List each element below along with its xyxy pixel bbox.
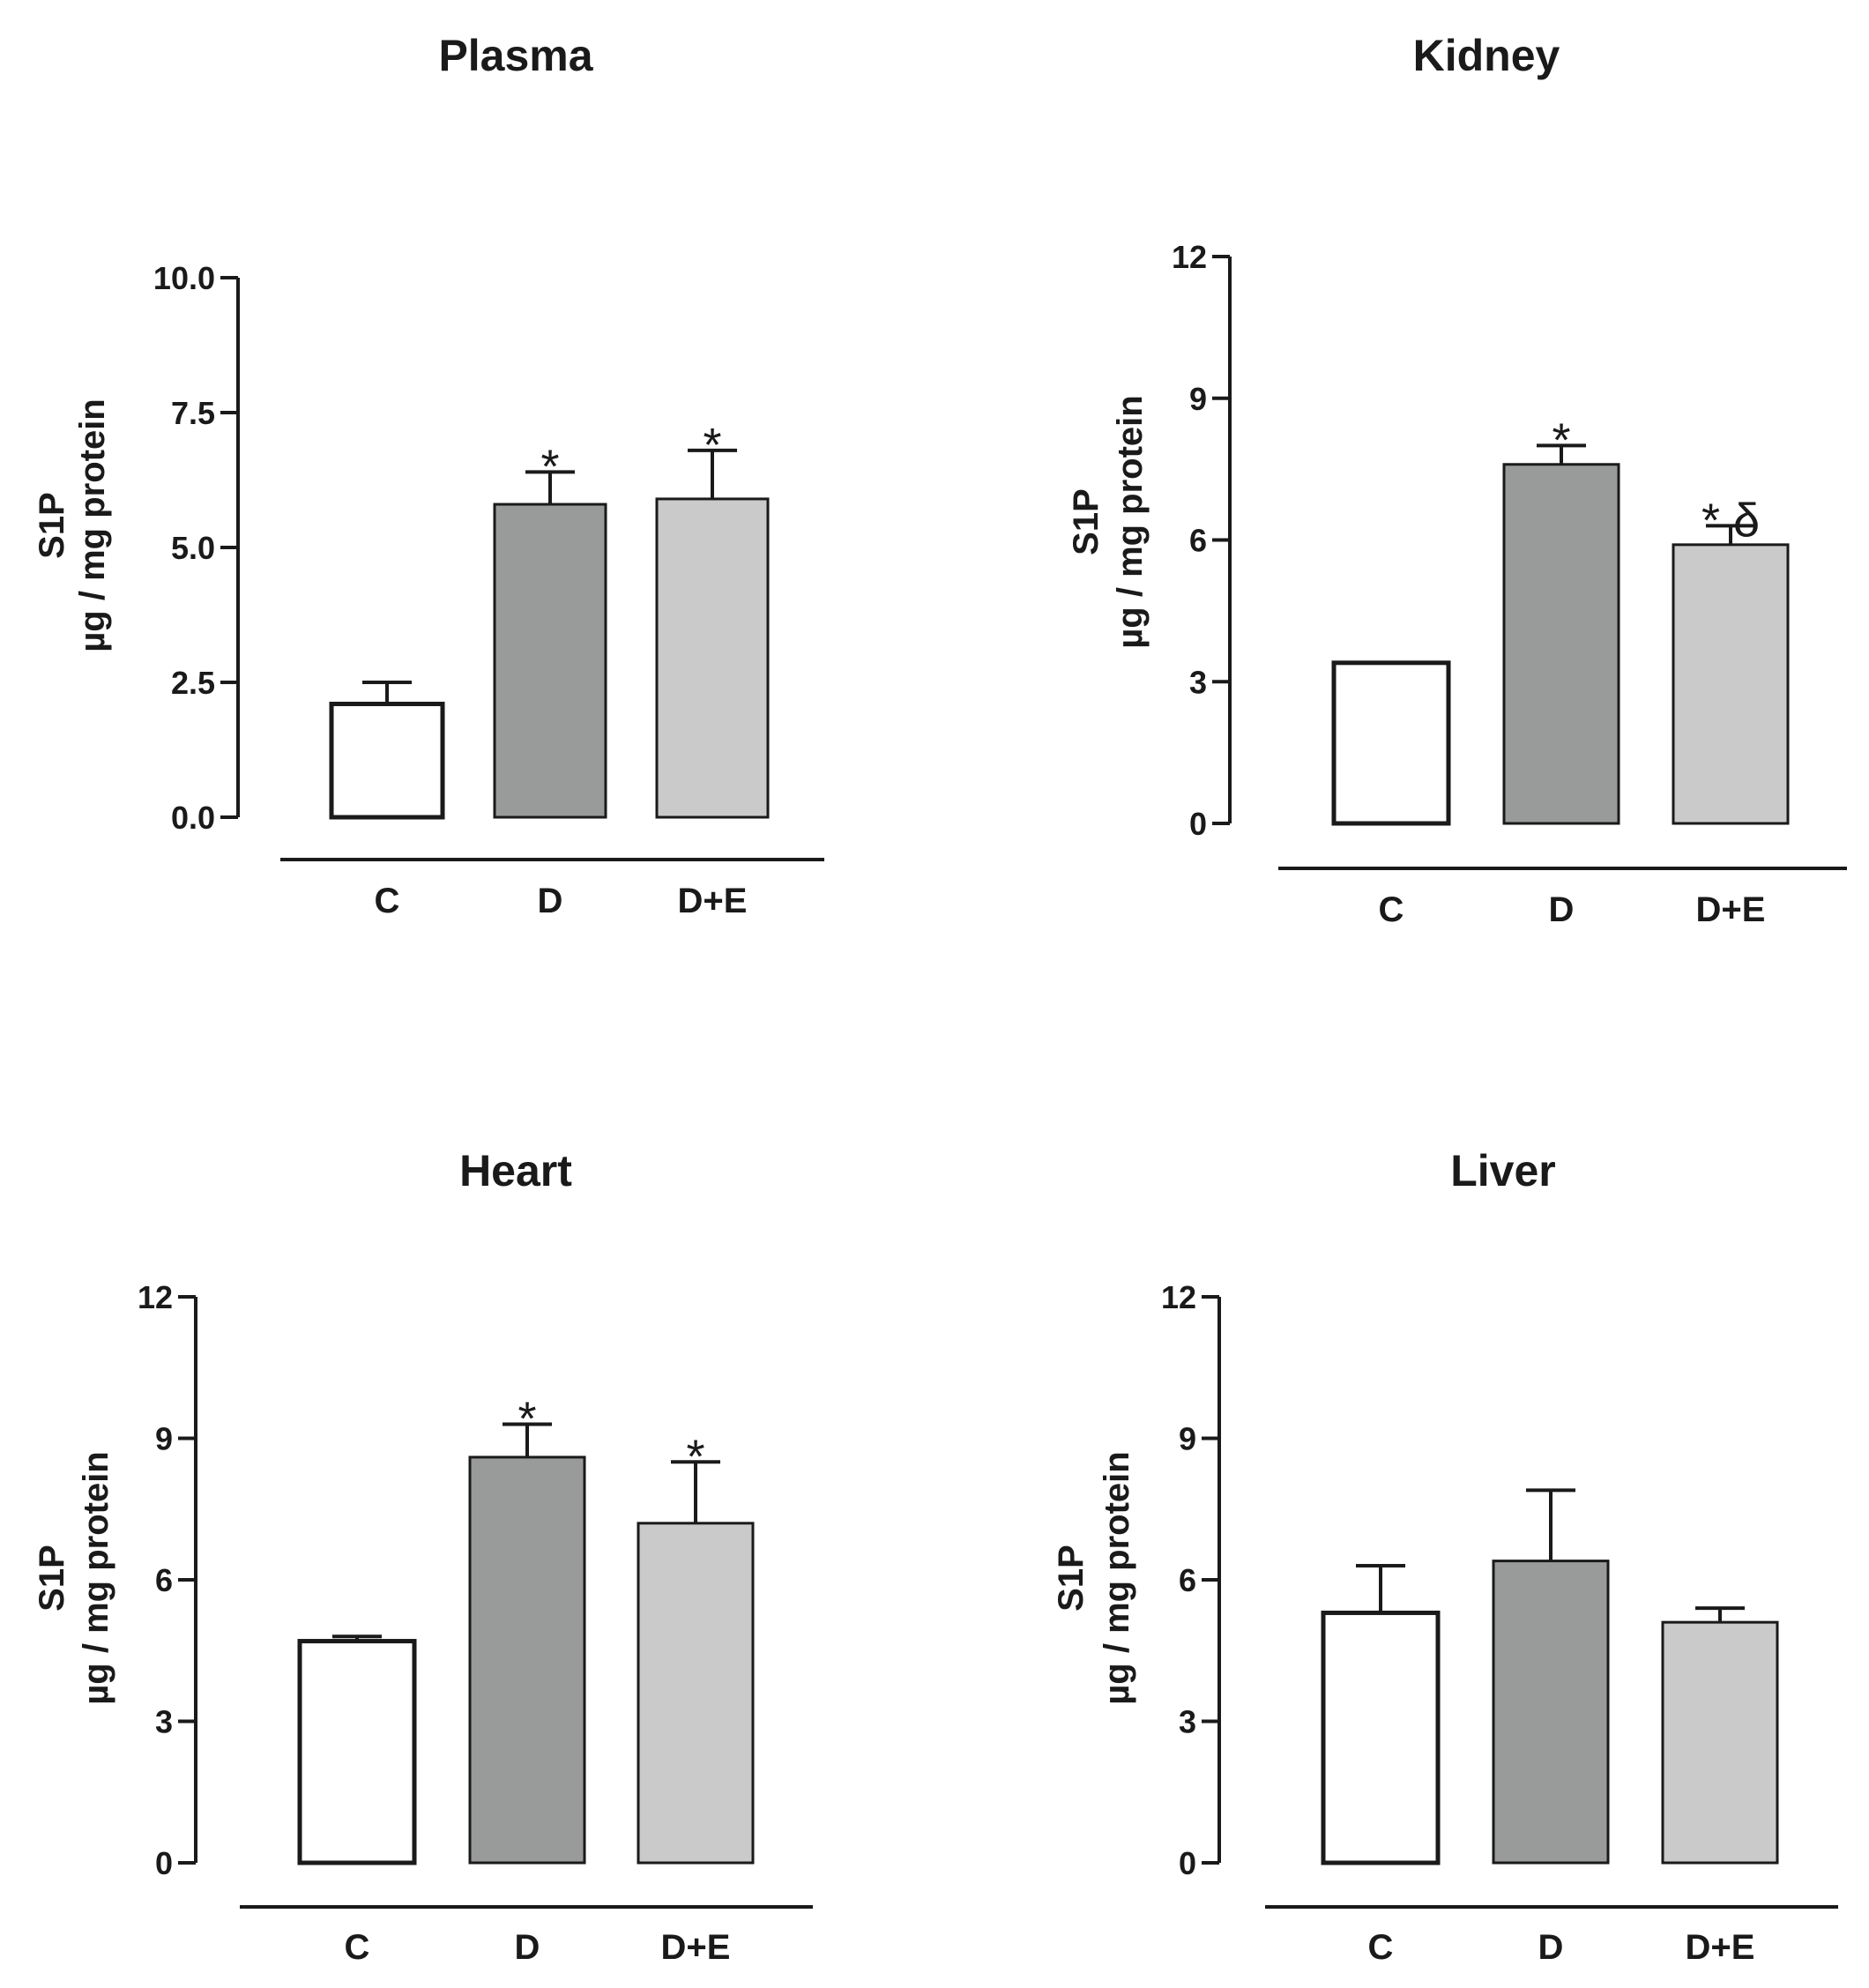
panel-title: Plasma bbox=[438, 31, 593, 80]
y-axis-label-unit: µg / mg protein bbox=[1098, 1451, 1136, 1704]
panel-plasma: Plasma 0.0 2.5 5.0 7.5 10.0 S1P µg / mg protein… bbox=[33, 31, 824, 920]
bar-c bbox=[329, 701, 445, 820]
y-axis-label-unit: µg / mg protein bbox=[77, 1451, 115, 1704]
bar-d bbox=[1502, 463, 1620, 825]
bar-c bbox=[1321, 1610, 1441, 1865]
y-tick-label: 6 bbox=[155, 1562, 173, 1598]
y-axis-label-unit: µg / mg protein bbox=[73, 398, 112, 651]
category-label: C bbox=[1368, 1928, 1394, 1967]
y-tick-label: 12 bbox=[1161, 1279, 1196, 1315]
category-label: D bbox=[1549, 890, 1575, 929]
category-label: C bbox=[345, 1928, 370, 1967]
panel-heart: Heart 0 3 6 9 12 S1P µg / mg protein C * D * D+E bbox=[33, 1146, 813, 1967]
y-tick-label: 0.0 bbox=[171, 800, 215, 836]
y-axis-label-unit: µg / mg protein bbox=[1111, 395, 1150, 648]
significance-marker: * bbox=[540, 440, 559, 493]
bar-c bbox=[297, 1639, 417, 1865]
panel-liver: Liver 0 3 6 9 12 S1P µg / mg protein C D D+E bbox=[1052, 1146, 1838, 1967]
bar-dpluse bbox=[1672, 543, 1790, 825]
bar-d bbox=[493, 503, 607, 819]
significance-marker: * bbox=[703, 419, 721, 472]
y-tick-label: 3 bbox=[155, 1704, 173, 1740]
y-tick-label: 0 bbox=[155, 1845, 173, 1881]
y-axis-label-title: S1P bbox=[33, 492, 71, 559]
bar-d bbox=[468, 1456, 586, 1865]
bar-dpluse bbox=[1661, 1620, 1779, 1865]
bar-d bbox=[1492, 1560, 1610, 1865]
y-tick-label: 12 bbox=[138, 1279, 173, 1315]
y-tick-label: 9 bbox=[1189, 381, 1207, 417]
category-label: D+E bbox=[1696, 890, 1766, 929]
y-axis-label-title: S1P bbox=[1067, 488, 1106, 555]
panel-kidney: Kidney 0 3 6 9 12 S1P µg / mg protein C * D * δ D+E bbox=[1067, 31, 1847, 929]
significance-marker: * δ bbox=[1701, 494, 1760, 547]
y-tick-label: 0 bbox=[1189, 806, 1207, 842]
y-tick-label: 5.0 bbox=[171, 530, 215, 566]
y-tick-label: 0 bbox=[1179, 1845, 1196, 1881]
panel-title: Liver bbox=[1450, 1146, 1556, 1195]
category-label: D bbox=[538, 882, 563, 920]
category-label: D bbox=[1538, 1928, 1564, 1967]
significance-marker: * bbox=[1552, 413, 1570, 466]
y-tick-label: 2.5 bbox=[171, 665, 215, 701]
y-axis-label-title: S1P bbox=[33, 1545, 71, 1612]
significance-marker: * bbox=[686, 1430, 704, 1483]
y-tick-label: 6 bbox=[1179, 1562, 1196, 1598]
bar-dpluse bbox=[637, 1522, 755, 1865]
y-tick-label: 3 bbox=[1189, 664, 1207, 700]
category-label: D+E bbox=[661, 1928, 731, 1967]
category-label: C bbox=[375, 882, 400, 920]
category-label: D+E bbox=[678, 882, 748, 920]
y-tick-label: 10.0 bbox=[153, 260, 215, 296]
significance-marker: * bbox=[518, 1392, 536, 1445]
y-tick-label: 9 bbox=[1179, 1421, 1196, 1457]
category-label: C bbox=[1379, 890, 1404, 929]
category-label: D bbox=[515, 1928, 540, 1967]
y-tick-label: 7.5 bbox=[171, 395, 215, 431]
y-tick-label: 12 bbox=[1172, 239, 1207, 275]
category-label: D+E bbox=[1686, 1928, 1755, 1967]
bar-c bbox=[1331, 660, 1451, 826]
y-tick-label: 6 bbox=[1189, 523, 1207, 559]
y-tick-label: 3 bbox=[1179, 1704, 1196, 1740]
bar-dpluse bbox=[655, 497, 770, 819]
panel-title: Kidney bbox=[1413, 31, 1560, 80]
y-axis-label-title: S1P bbox=[1052, 1545, 1091, 1612]
y-tick-label: 9 bbox=[155, 1421, 173, 1457]
panel-title: Heart bbox=[459, 1146, 572, 1195]
